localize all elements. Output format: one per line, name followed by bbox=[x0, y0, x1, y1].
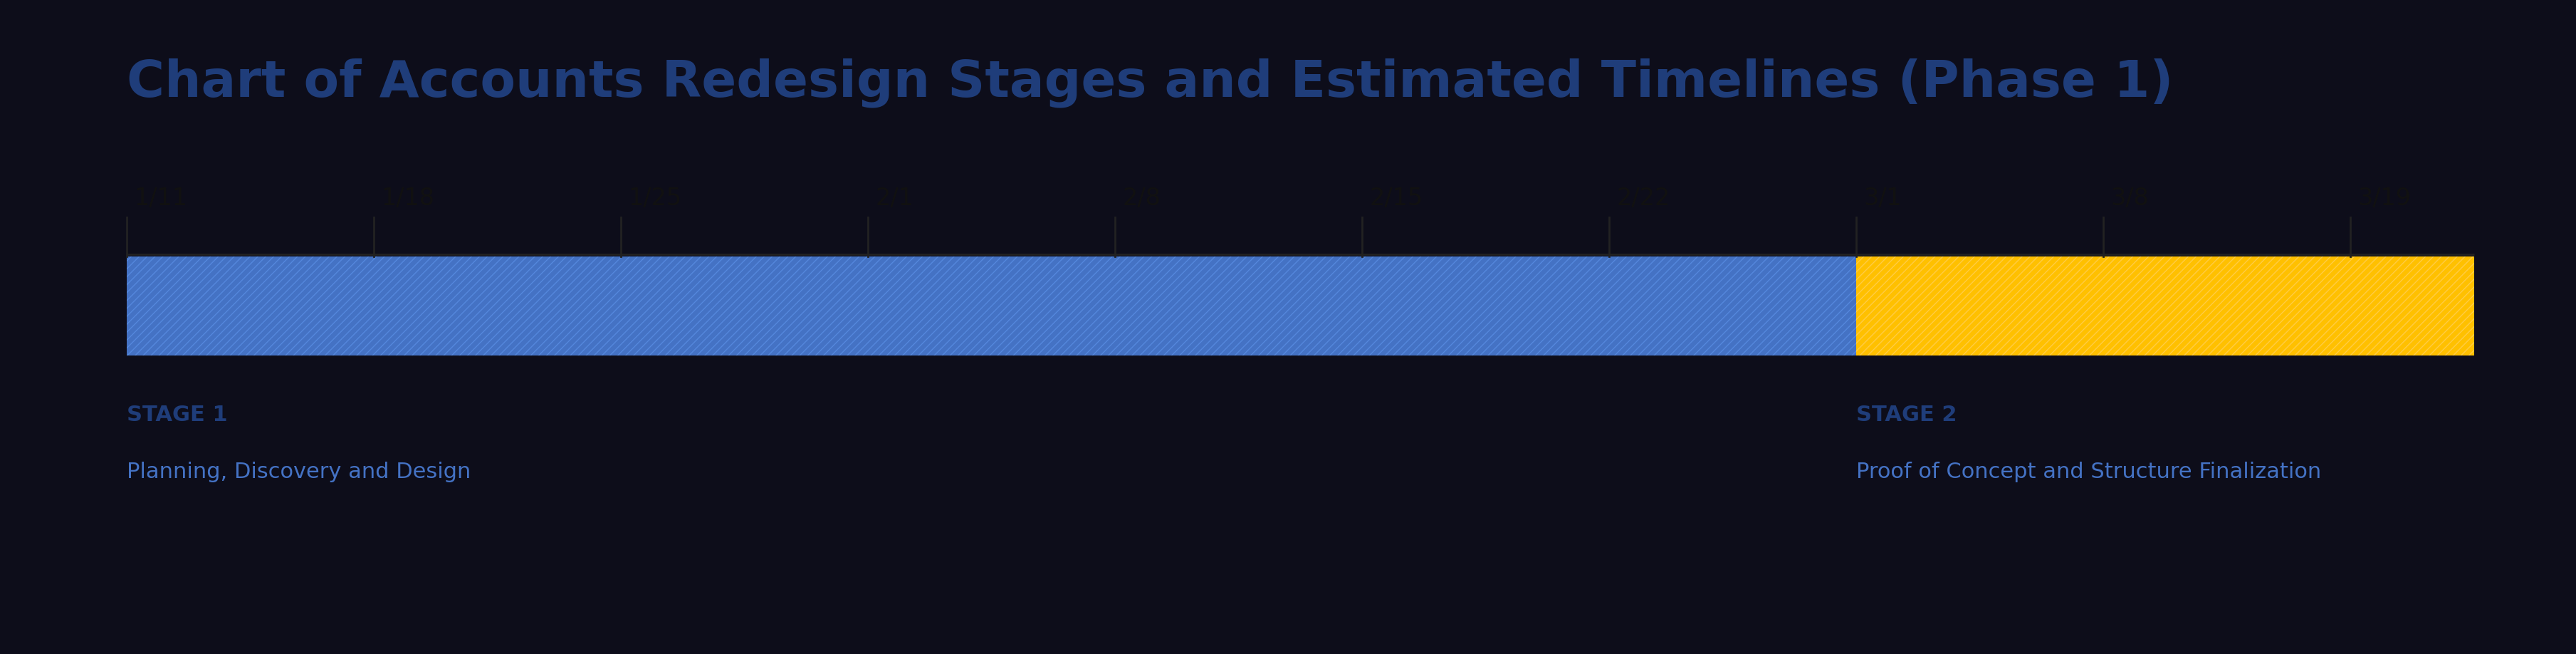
Text: Planning, Discovery and Design: Planning, Discovery and Design bbox=[126, 462, 471, 482]
Bar bbox=[1857, 256, 2473, 355]
Text: 2/15: 2/15 bbox=[1370, 186, 1422, 210]
Text: 3/1: 3/1 bbox=[1862, 186, 1901, 210]
Bar bbox=[126, 256, 1857, 355]
Text: STAGE 2: STAGE 2 bbox=[1857, 405, 1958, 426]
Bar bbox=[1857, 256, 2473, 355]
Text: 3/19: 3/19 bbox=[2357, 186, 2411, 210]
Text: 3/8: 3/8 bbox=[2110, 186, 2148, 210]
Text: 2/8: 2/8 bbox=[1123, 186, 1162, 210]
Text: Proof of Concept and Structure Finalization: Proof of Concept and Structure Finalizat… bbox=[1857, 462, 2321, 482]
Bar bbox=[126, 256, 1857, 355]
Text: 1/25: 1/25 bbox=[629, 186, 683, 210]
Text: 1/18: 1/18 bbox=[381, 186, 435, 210]
Text: Chart of Accounts Redesign Stages and Estimated Timelines (Phase 1): Chart of Accounts Redesign Stages and Es… bbox=[126, 58, 2174, 107]
Text: STAGE 1: STAGE 1 bbox=[126, 405, 227, 426]
Text: 2/1: 2/1 bbox=[876, 186, 914, 210]
Text: 2/22: 2/22 bbox=[1618, 186, 1669, 210]
Text: 1/11: 1/11 bbox=[134, 186, 188, 210]
